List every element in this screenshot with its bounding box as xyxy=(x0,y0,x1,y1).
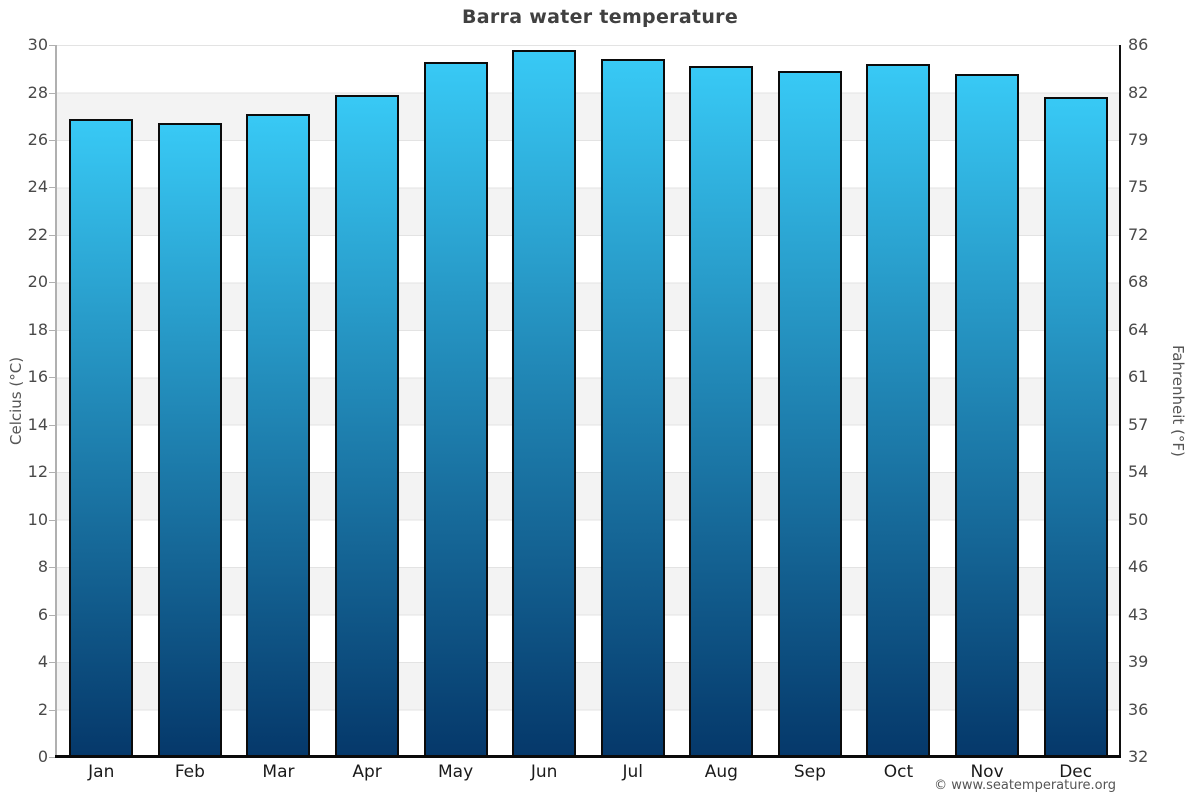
bar-dec xyxy=(1043,97,1108,757)
copyright-text: © www.seatemperature.org xyxy=(934,778,1116,793)
celsius-tick-labels: 30 28 26 24 22 20 18 16 14 12 10 8 6 4 2 0 xyxy=(0,37,48,765)
chart-title: Barra water temperature xyxy=(461,6,739,28)
fahrenheit-axis-title: Fahrenheit (°F) xyxy=(1169,345,1187,457)
celsius-tick-14: 14 xyxy=(27,414,48,434)
tick-mark-30 xyxy=(49,45,55,46)
fahrenheit-tick-43: 43 xyxy=(1128,604,1149,624)
fahrenheit-tick-61: 61 xyxy=(1128,367,1149,387)
celsius-tick-marks xyxy=(49,45,55,758)
fahrenheit-tick-72: 72 xyxy=(1128,224,1149,244)
month-label-apr: Apr xyxy=(352,762,382,782)
celsius-tick-16: 16 xyxy=(27,367,48,387)
month-axis-labels: Jan Feb Mar Apr May Jun Jul Aug Sep Oct Nov Dec xyxy=(57,762,1120,784)
bar-nov xyxy=(955,73,1020,757)
celsius-tick-12: 12 xyxy=(27,462,48,482)
tick-mark-12 xyxy=(49,472,55,474)
month-label-aug: Aug xyxy=(704,762,738,782)
bar-sep xyxy=(777,71,842,757)
fahrenheit-tick-46: 46 xyxy=(1128,557,1149,577)
month-label-feb: Feb xyxy=(174,762,205,782)
fahrenheit-tick-36: 36 xyxy=(1128,699,1149,719)
celsius-tick-8: 8 xyxy=(37,557,48,577)
celsius-tick-24: 24 xyxy=(27,177,48,197)
tick-mark-20 xyxy=(49,282,55,284)
tick-mark-16 xyxy=(49,377,55,379)
month-label-sep: Sep xyxy=(793,762,826,782)
fahrenheit-tick-50: 50 xyxy=(1128,509,1149,529)
celsius-tick-28: 28 xyxy=(27,82,48,102)
month-label-dec: Dec xyxy=(1059,762,1093,782)
tick-mark-4 xyxy=(49,662,55,664)
celsius-tick-18: 18 xyxy=(27,319,48,339)
fahrenheit-tick-86: 86 xyxy=(1128,35,1149,54)
bar-jun xyxy=(512,49,577,757)
bar-slot-sep xyxy=(766,45,855,757)
tick-mark-0 xyxy=(49,757,55,758)
bar-may xyxy=(423,61,488,757)
celsius-tick-2: 2 xyxy=(37,699,48,719)
tick-mark-22 xyxy=(49,234,55,236)
tick-mark-18 xyxy=(49,329,55,331)
fahrenheit-tick-75: 75 xyxy=(1128,177,1149,197)
bottom-axis-line xyxy=(55,755,1121,758)
tick-mark-26 xyxy=(49,139,55,141)
celsius-tick-10: 10 xyxy=(27,509,48,529)
tick-mark-2 xyxy=(49,709,55,711)
bar-jan xyxy=(69,118,134,757)
bar-slot-dec xyxy=(1031,45,1120,757)
tick-mark-8 xyxy=(49,567,55,569)
fahrenheit-tick-32: 32 xyxy=(1128,747,1149,766)
celsius-tick-26: 26 xyxy=(27,129,48,149)
month-label-nov: Nov xyxy=(970,762,1004,782)
celsius-tick-4: 4 xyxy=(37,652,48,672)
bar-slot-oct xyxy=(854,45,943,757)
celsius-tick-0: 0 xyxy=(37,747,48,766)
bar-slot-mar xyxy=(234,45,323,757)
bar-slot-feb xyxy=(146,45,235,757)
bar-jul xyxy=(600,59,665,757)
fahrenheit-tick-labels: 86 82 79 75 72 68 64 61 57 54 50 46 43 39 36 32 xyxy=(1128,37,1188,765)
bar-aug xyxy=(689,66,754,757)
bar-slot-jun xyxy=(500,45,589,757)
fahrenheit-tick-39: 39 xyxy=(1128,652,1149,672)
celsius-tick-22: 22 xyxy=(27,224,48,244)
left-axis-line xyxy=(55,45,57,757)
tick-mark-10 xyxy=(49,519,55,521)
bar-slot-jul xyxy=(588,45,677,757)
plot-area xyxy=(57,45,1120,757)
celsius-tick-6: 6 xyxy=(37,604,48,624)
fahrenheit-tick-82: 82 xyxy=(1128,82,1149,102)
fahrenheit-tick-79: 79 xyxy=(1128,129,1149,149)
celsius-tick-20: 20 xyxy=(27,272,48,292)
fahrenheit-tick-68: 68 xyxy=(1128,272,1149,292)
month-label-jan: Jan xyxy=(88,762,115,782)
right-axis-line xyxy=(1119,45,1121,757)
bar-slot-aug xyxy=(677,45,766,757)
bar-slot-apr xyxy=(323,45,412,757)
fahrenheit-tick-57: 57 xyxy=(1128,414,1149,434)
fahrenheit-tick-64: 64 xyxy=(1128,319,1149,339)
fahrenheit-tick-54: 54 xyxy=(1128,462,1149,482)
bar-feb xyxy=(157,123,222,757)
tick-mark-6 xyxy=(49,614,55,616)
celsius-tick-30: 30 xyxy=(27,35,48,54)
bar-oct xyxy=(866,64,931,757)
tick-mark-24 xyxy=(49,187,55,189)
month-label-jun: Jun xyxy=(530,762,558,782)
tick-mark-28 xyxy=(49,92,55,94)
month-label-oct: Oct xyxy=(883,762,914,782)
month-label-mar: Mar xyxy=(262,762,295,782)
month-label-may: May xyxy=(438,762,474,782)
month-label-jul: Jul xyxy=(622,762,644,782)
bar-apr xyxy=(335,94,400,757)
bar-slot-jan xyxy=(57,45,146,757)
bar-slot-may xyxy=(411,45,500,757)
tick-mark-14 xyxy=(49,424,55,426)
bar-slot-nov xyxy=(943,45,1032,757)
bar-mar xyxy=(246,113,311,757)
